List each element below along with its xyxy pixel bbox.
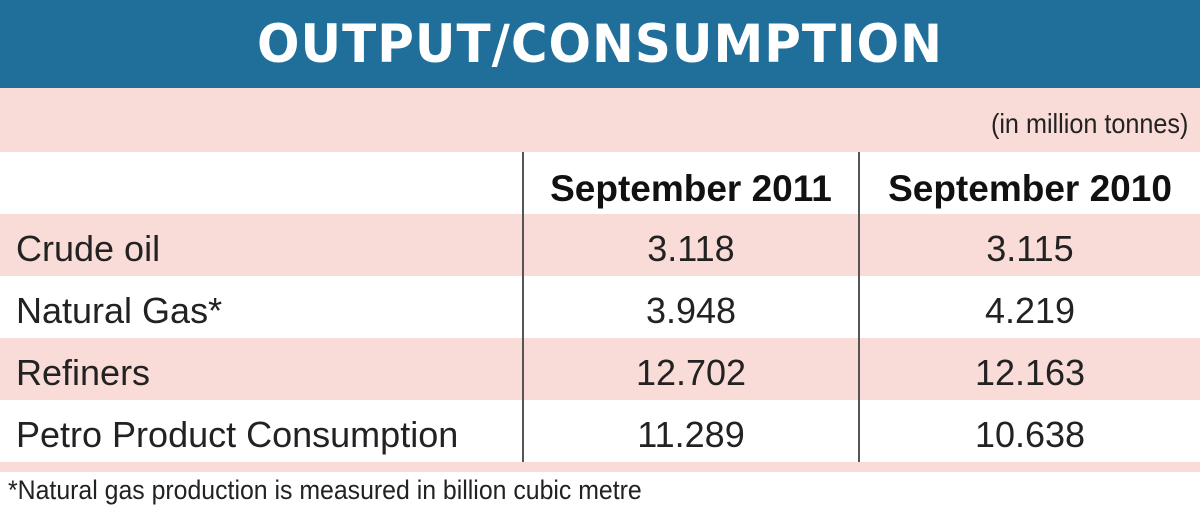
unit-band — [0, 88, 1200, 152]
column-divider-2 — [858, 152, 860, 462]
title-bar: OUTPUT/CONSUMPTION — [0, 0, 1200, 88]
column-header-2010: September 2010 — [888, 168, 1172, 209]
cell-natural-gas-2011: 3.948 — [645, 290, 737, 331]
header-band — [0, 152, 1200, 214]
column-header-2011: September 2011 — [550, 168, 832, 209]
row-label-refiners: Refiners — [16, 352, 151, 393]
cell-petro-consumption-2010: 10.638 — [974, 414, 1086, 455]
footnote: *Natural gas production is measured in b… — [8, 475, 642, 505]
cell-refiners-2010: 12.163 — [974, 352, 1086, 393]
unit-note: (in million tonnes) — [990, 108, 1188, 139]
row-band-1 — [0, 214, 1200, 276]
cell-crude-oil-2010: 3.115 — [986, 228, 1074, 269]
row-band-4 — [0, 400, 1200, 462]
cell-crude-oil-2011: 3.118 — [647, 228, 735, 269]
column-divider-1 — [522, 152, 524, 462]
row-band-3 — [0, 338, 1200, 400]
row-label-petro-consumption: Petro Product Consumption — [16, 414, 459, 455]
page-title: OUTPUT/CONSUMPTION — [257, 13, 943, 75]
cell-refiners-2011: 12.702 — [635, 352, 747, 393]
row-band-2 — [0, 276, 1200, 338]
cell-natural-gas-2010: 4.219 — [984, 290, 1076, 331]
row-label-crude-oil: Crude oil — [16, 228, 161, 269]
bottom-band — [0, 462, 1200, 472]
cell-petro-consumption-2011: 11.289 — [637, 414, 745, 455]
row-label-natural-gas: Natural Gas* — [16, 290, 223, 331]
